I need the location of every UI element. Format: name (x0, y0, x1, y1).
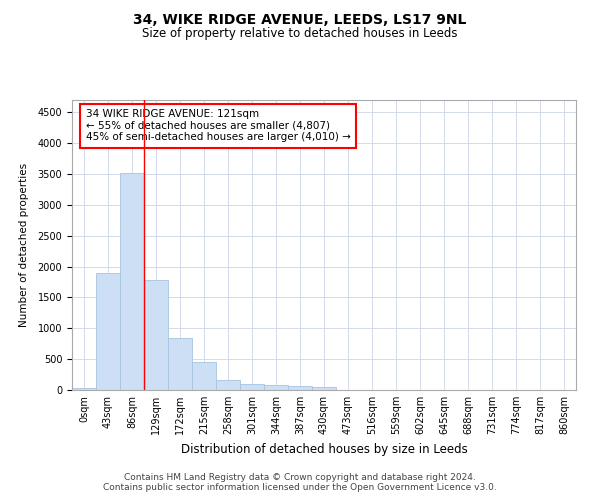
Text: Contains HM Land Registry data © Crown copyright and database right 2024.
Contai: Contains HM Land Registry data © Crown c… (103, 473, 497, 492)
Bar (192, 362, 216, 390)
Text: 34, WIKE RIDGE AVENUE, LEEDS, LS17 9NL: 34, WIKE RIDGE AVENUE, LEEDS, LS17 9NL (133, 12, 467, 26)
Text: Size of property relative to detached houses in Leeds: Size of property relative to detached ho… (142, 28, 458, 40)
Bar (168, 338, 192, 390)
Y-axis label: Number of detached properties: Number of detached properties (19, 163, 29, 327)
X-axis label: Distribution of detached houses by size in Leeds: Distribution of detached houses by size … (181, 442, 467, 456)
Bar (72, 388, 96, 390)
Bar (240, 384, 264, 390)
Bar (144, 280, 168, 390)
Bar (216, 380, 240, 390)
Bar (288, 386, 312, 390)
Bar (96, 273, 120, 390)
Bar (312, 387, 336, 390)
Bar (120, 174, 144, 390)
Bar (264, 386, 288, 390)
Text: 34 WIKE RIDGE AVENUE: 121sqm
← 55% of detached houses are smaller (4,807)
45% of: 34 WIKE RIDGE AVENUE: 121sqm ← 55% of de… (86, 110, 350, 142)
